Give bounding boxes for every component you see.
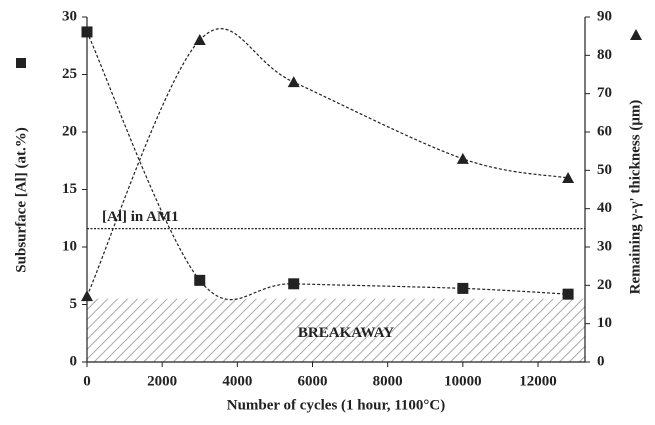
y2-tick-label: 40 — [597, 200, 612, 216]
y2-tick-label: 50 — [597, 162, 612, 178]
y-tick-label: 15 — [62, 181, 77, 197]
y-tick-label: 5 — [70, 296, 78, 312]
x-tick-label: 4000 — [222, 373, 252, 389]
series-line — [86, 28, 569, 297]
y-axis-label: Subsurface [Al] (at.%) — [13, 127, 29, 272]
y-tick-label: 20 — [62, 123, 77, 139]
y2-tick-label: 20 — [597, 277, 612, 293]
square-marker — [457, 282, 469, 294]
y2-tick-label: 90 — [597, 8, 612, 24]
y-tick-label: 0 — [70, 353, 78, 369]
region-label: BREAKAWAY — [298, 325, 394, 341]
y2-tick-label: 70 — [597, 85, 612, 101]
y-axis-marker — [16, 58, 26, 68]
square-marker — [194, 274, 206, 286]
triangle-marker — [287, 76, 300, 88]
x-tick-label: 8000 — [373, 373, 403, 389]
y2-tick-label: 80 — [597, 47, 612, 63]
triangle-marker — [456, 152, 469, 164]
y-tick-label: 25 — [62, 66, 77, 82]
triangle-marker — [193, 34, 206, 45]
series-line — [86, 31, 569, 301]
breakaway-region — [87, 298, 585, 362]
y-tick-label: 10 — [62, 238, 77, 254]
y2-tick-label: 0 — [597, 353, 605, 369]
triangle-marker — [81, 290, 93, 302]
x-axis-label: Number of cycles (1 hour, 1100°C) — [227, 397, 446, 413]
x-tick-label: 2000 — [147, 373, 177, 389]
x-tick-label: 12000 — [519, 373, 557, 389]
x-tick-label: 6000 — [298, 373, 328, 389]
y-tick-label: 30 — [62, 8, 77, 24]
square-marker — [562, 288, 574, 300]
square-marker — [288, 278, 300, 290]
y2-tick-label: 10 — [597, 315, 612, 331]
y2-tick-label: 30 — [597, 238, 612, 254]
y2-axis-marker — [630, 29, 642, 40]
x-tick-label: 0 — [83, 373, 91, 389]
triangle-marker — [562, 172, 575, 183]
y2-tick-label: 60 — [597, 123, 612, 139]
reference-label: [Al] in AM1 — [102, 209, 179, 225]
x-tick-label: 10000 — [444, 373, 482, 389]
square-marker — [81, 26, 93, 38]
y2-axis-label: Remaining γ-γ' thickness (μm) — [627, 100, 643, 295]
